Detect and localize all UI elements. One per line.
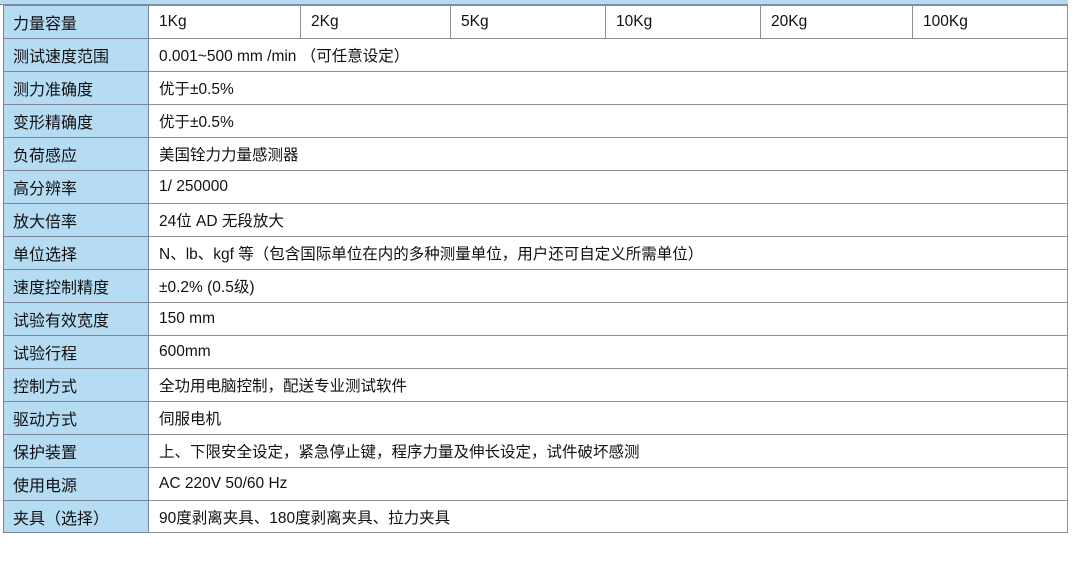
capacity-cell: 5Kg bbox=[450, 5, 606, 39]
row-label: 控制方式 bbox=[3, 368, 149, 402]
table-row: 试验行程 600mm bbox=[3, 335, 1068, 369]
row-label: 试验有效宽度 bbox=[3, 302, 149, 336]
row-value: 全功用电脑控制，配送专业测试软件 bbox=[148, 368, 1068, 402]
row-value: 伺服电机 bbox=[148, 401, 1068, 435]
table-row: 测试速度范围 0.001~500 mm /min （可任意设定） bbox=[3, 38, 1068, 72]
table-row: 测力准确度 优于±0.5% bbox=[3, 71, 1068, 105]
table-row: 负荷感应 美国铨力力量感测器 bbox=[3, 137, 1068, 171]
row-value: 1/ 250000 bbox=[148, 170, 1068, 204]
capacity-cell: 2Kg bbox=[300, 5, 451, 39]
table-row: 夹具（选择） 90度剥离夹具、180度剥离夹具、拉力夹具 bbox=[3, 500, 1068, 533]
capacity-cell: 10Kg bbox=[605, 5, 761, 39]
row-value: 0.001~500 mm /min （可任意设定） bbox=[148, 38, 1068, 72]
capacity-cell: 20Kg bbox=[760, 5, 913, 39]
row-value: 上、下限安全设定，紧急停止键，程序力量及伸长设定，试件破坏感测 bbox=[148, 434, 1068, 468]
row-value: 美国铨力力量感测器 bbox=[148, 137, 1068, 171]
row-label: 驱动方式 bbox=[3, 401, 149, 435]
row-label: 测力准确度 bbox=[3, 71, 149, 105]
row-label: 测试速度范围 bbox=[3, 38, 149, 72]
row-value: 优于±0.5% bbox=[148, 71, 1068, 105]
row-label: 使用电源 bbox=[3, 467, 149, 501]
row-value: AC 220V 50/60 Hz bbox=[148, 467, 1068, 501]
row-value: 600mm bbox=[148, 335, 1068, 369]
row-value: 90度剥离夹具、180度剥离夹具、拉力夹具 bbox=[148, 500, 1068, 533]
table-row: 变形精确度 优于±0.5% bbox=[3, 104, 1068, 138]
table-row: 保护装置 上、下限安全设定，紧急停止键，程序力量及伸长设定，试件破坏感测 bbox=[3, 434, 1068, 468]
row-value: N、lb、kgf 等（包含国际单位在内的多种测量单位，用户还可自定义所需单位） bbox=[148, 236, 1068, 270]
row-value: 150 mm bbox=[148, 302, 1068, 336]
table-row-capacity: 力量容量 1Kg 2Kg 5Kg 10Kg 20Kg 100Kg bbox=[3, 5, 1068, 39]
row-label: 单位选择 bbox=[3, 236, 149, 270]
row-label: 变形精确度 bbox=[3, 104, 149, 138]
capacity-cell: 100Kg bbox=[912, 5, 1068, 39]
table-row: 高分辨率 1/ 250000 bbox=[3, 170, 1068, 204]
row-label: 放大倍率 bbox=[3, 203, 149, 237]
table-row: 速度控制精度 ±0.2% (0.5级) bbox=[3, 269, 1068, 303]
row-label: 保护装置 bbox=[3, 434, 149, 468]
row-label: 夹具（选择） bbox=[3, 500, 149, 533]
table-row: 放大倍率 24位 AD 无段放大 bbox=[3, 203, 1068, 237]
row-label: 试验行程 bbox=[3, 335, 149, 369]
row-label: 力量容量 bbox=[3, 5, 149, 39]
table-row: 驱动方式 伺服电机 bbox=[3, 401, 1068, 435]
table-top-edge bbox=[0, 0, 1068, 5]
table-row: 单位选择 N、lb、kgf 等（包含国际单位在内的多种测量单位，用户还可自定义所需… bbox=[3, 236, 1068, 270]
table-row: 试验有效宽度 150 mm bbox=[3, 302, 1068, 336]
row-value: ±0.2% (0.5级) bbox=[148, 269, 1068, 303]
row-label: 高分辨率 bbox=[3, 170, 149, 204]
spec-table: 力量容量 1Kg 2Kg 5Kg 10Kg 20Kg 100Kg 测试速度范围 0… bbox=[3, 5, 1068, 533]
table-row: 控制方式 全功用电脑控制，配送专业测试软件 bbox=[3, 368, 1068, 402]
row-label: 负荷感应 bbox=[3, 137, 149, 171]
row-value: 24位 AD 无段放大 bbox=[148, 203, 1068, 237]
row-label: 速度控制精度 bbox=[3, 269, 149, 303]
row-value: 优于±0.5% bbox=[148, 104, 1068, 138]
table-row: 使用电源 AC 220V 50/60 Hz bbox=[3, 467, 1068, 501]
capacity-cell: 1Kg bbox=[148, 5, 301, 39]
